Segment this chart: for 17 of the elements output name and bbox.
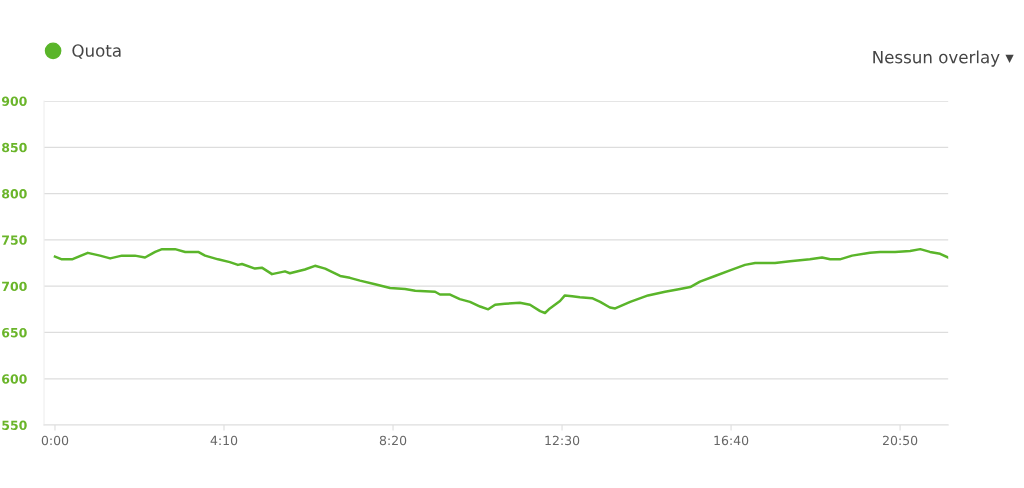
y-tick-label: 550 (2, 420, 27, 430)
x-tick-label: 8:20 (379, 435, 407, 446)
x-tick-label: 4:10 (210, 435, 238, 446)
y-tick-label: 650 (2, 327, 27, 338)
y-tick-label: 850 (2, 142, 27, 153)
y-tick-label: 750 (2, 235, 27, 245)
legend-label: Quota (72, 44, 121, 59)
y-tick-label: 700 (2, 281, 27, 292)
x-tick-label: 20:50 (882, 435, 918, 446)
y-tick-label: 600 (2, 374, 27, 384)
y-tick-label: 900 (1, 96, 27, 106)
x-tick-label: 0:00 (41, 435, 69, 446)
x-tick-label: 12:30 (545, 435, 580, 446)
text: Nessun overlay ▾ (873, 50, 1014, 67)
y-tick-label: 800 (2, 189, 27, 199)
x-tick-label: 16:40 (714, 435, 749, 446)
line-series (53, 247, 949, 315)
